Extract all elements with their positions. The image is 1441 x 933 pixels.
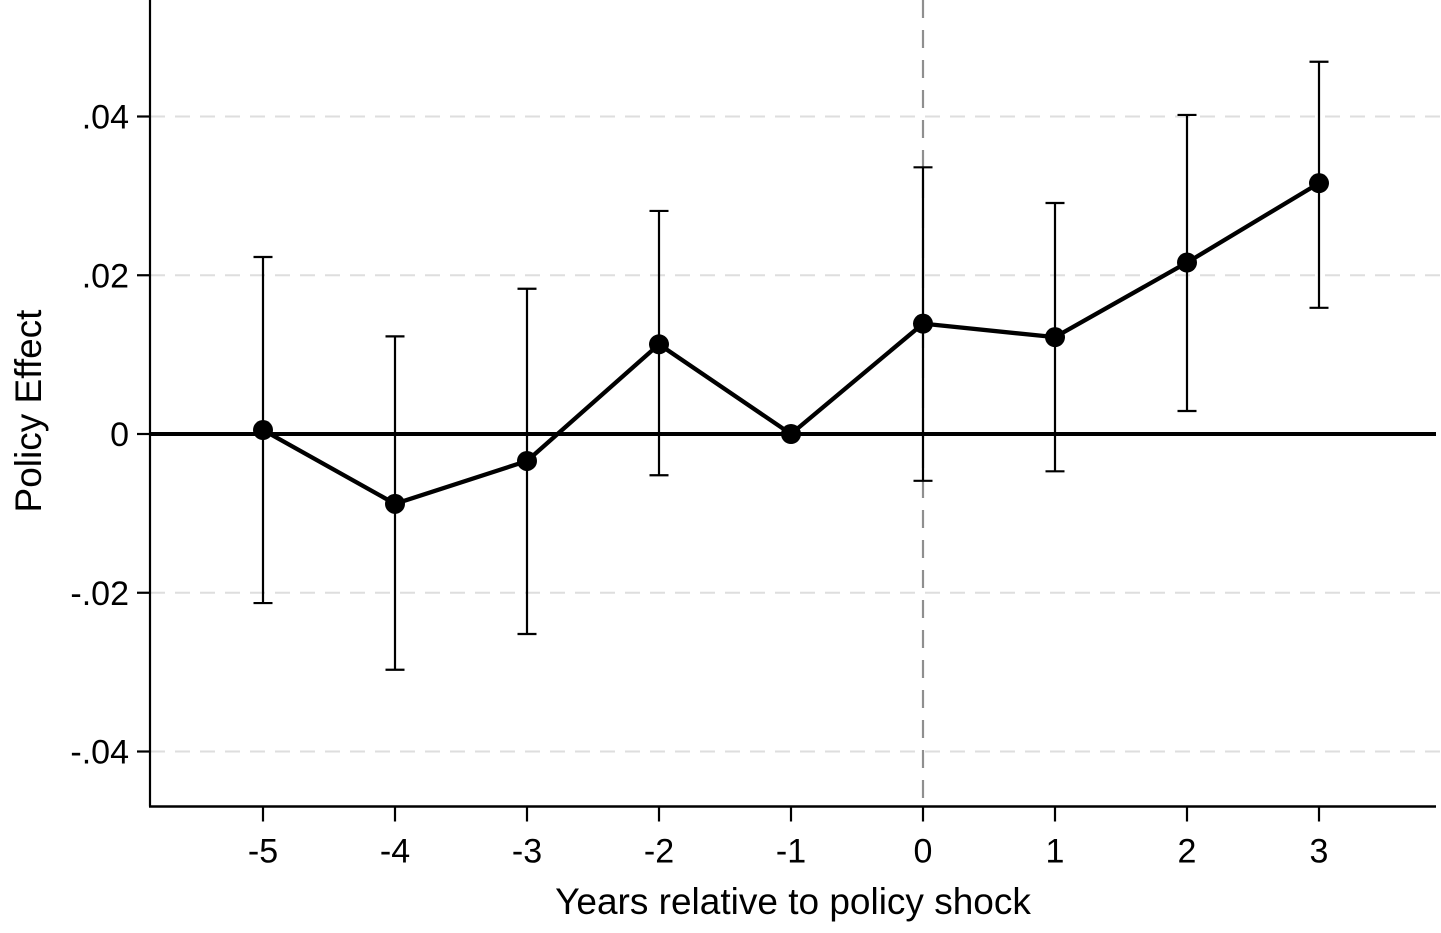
data-point-marker bbox=[385, 493, 405, 514]
data-point-marker bbox=[913, 313, 933, 334]
series-line bbox=[260, 181, 1322, 507]
data-point-marker bbox=[517, 450, 537, 471]
x-axis-title: Years relative to policy shock bbox=[555, 881, 1031, 922]
x-tick-label: -4 bbox=[380, 833, 410, 871]
x-tick-label: 3 bbox=[1310, 833, 1329, 871]
data-point-marker bbox=[1177, 252, 1197, 273]
y-tick-label: .04 bbox=[82, 99, 129, 137]
data-point-marker bbox=[253, 420, 273, 441]
data-point-marker bbox=[1045, 327, 1065, 348]
x-tick-label: 0 bbox=[914, 833, 933, 871]
data-point-marker bbox=[781, 424, 801, 444]
data-point-marker bbox=[1309, 173, 1329, 194]
x-tick-label: 2 bbox=[1178, 833, 1197, 871]
data-point-marker bbox=[649, 334, 669, 355]
x-tick-label: -5 bbox=[248, 833, 278, 871]
y-tick-label: -.02 bbox=[70, 575, 129, 613]
y-tick-label: .02 bbox=[82, 257, 129, 295]
x-tick-label: -2 bbox=[644, 833, 674, 871]
x-tick-label: -3 bbox=[512, 833, 542, 871]
y-tick-label: 0 bbox=[110, 416, 129, 454]
y-tick-label: -.04 bbox=[70, 734, 129, 772]
x-tick-label: -1 bbox=[776, 833, 806, 871]
y-axis-title: Policy Effect bbox=[8, 309, 49, 513]
x-tick-label: 1 bbox=[1046, 833, 1065, 871]
